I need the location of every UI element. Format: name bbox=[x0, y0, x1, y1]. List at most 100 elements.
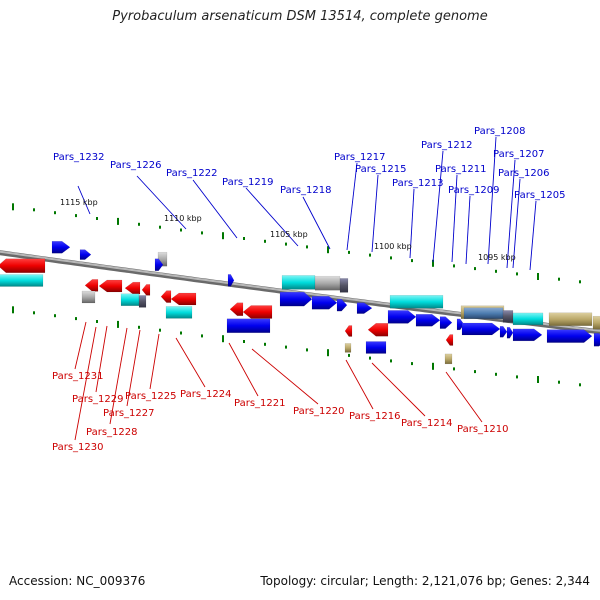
top-gene-label: Pars_1209 bbox=[448, 185, 499, 196]
top-gene-label: Pars_1217 bbox=[334, 152, 385, 163]
tick-mark bbox=[201, 334, 203, 338]
tick-mark bbox=[348, 353, 350, 357]
gene-feature bbox=[279, 291, 313, 307]
tick-mark bbox=[558, 380, 560, 384]
tick-mark bbox=[75, 214, 77, 218]
top-gene-label: Pars_1207 bbox=[493, 149, 544, 160]
gene-feature bbox=[98, 279, 123, 293]
gene-feature bbox=[120, 293, 140, 306]
tick-mark bbox=[12, 306, 14, 314]
map-title: Pyrobaculum arsenaticum DSM 13514, compl… bbox=[112, 9, 488, 24]
tick-mark bbox=[159, 225, 161, 229]
gene-feature bbox=[154, 258, 164, 271]
tick-mark bbox=[369, 253, 371, 257]
gene-feature bbox=[281, 275, 316, 290]
gene-feature bbox=[593, 333, 600, 347]
gene-feature bbox=[546, 329, 593, 343]
scale-label: 1110 kbp bbox=[164, 214, 202, 223]
features-layer bbox=[0, 240, 600, 365]
top-gene-label: Pars_1206 bbox=[498, 168, 549, 179]
gene-feature bbox=[592, 315, 600, 330]
gene-feature bbox=[389, 295, 444, 309]
tick-mark bbox=[306, 245, 308, 249]
label-leader-line bbox=[126, 329, 141, 407]
label-leader-line bbox=[465, 195, 471, 265]
bottom-gene-label: Pars_1210 bbox=[457, 424, 508, 435]
top-gene-label: Pars_1213 bbox=[392, 178, 443, 189]
gene-feature bbox=[365, 341, 387, 354]
label-leader-line bbox=[74, 321, 87, 370]
label-leader-line bbox=[175, 337, 206, 388]
gene-feature bbox=[311, 296, 338, 310]
bottom-gene-label: Pars_1221 bbox=[234, 398, 285, 409]
bottom-gene-label: Pars_1227 bbox=[103, 408, 154, 419]
tick-mark bbox=[516, 375, 518, 379]
gene-feature bbox=[0, 274, 44, 287]
gene-feature bbox=[165, 306, 193, 319]
label-leader-line bbox=[245, 187, 299, 247]
gene-feature bbox=[124, 281, 141, 295]
tick-mark bbox=[243, 340, 245, 343]
bottom-gene-label: Pars_1229 bbox=[72, 394, 123, 405]
tick-mark bbox=[516, 272, 518, 276]
scale-label: 1100 kbp bbox=[374, 242, 412, 251]
scale-labels: 1115 kbp 1110 kbp 1105 kbp 1100 kbp 1095 kbp bbox=[60, 198, 516, 262]
tick-mark bbox=[495, 372, 497, 376]
topology-text: Topology: circular; Length: 2,121,076 bp… bbox=[260, 574, 590, 588]
label-leader-line bbox=[228, 342, 259, 397]
gene-feature bbox=[160, 290, 172, 303]
bottom-gene-label: Pars_1216 bbox=[349, 411, 400, 422]
tick-mark bbox=[453, 367, 455, 371]
tick-mark bbox=[390, 256, 392, 260]
gene-feature bbox=[463, 307, 504, 320]
gene-feature bbox=[512, 328, 543, 342]
top-gene-label: Pars_1215 bbox=[355, 164, 406, 175]
tick-mark bbox=[54, 314, 56, 318]
label-leader-line bbox=[136, 175, 187, 230]
tick-mark bbox=[390, 359, 392, 363]
gene-feature bbox=[439, 316, 453, 329]
tick-mark bbox=[474, 370, 476, 374]
tick-mark bbox=[138, 325, 140, 329]
top-gene-label: Pars_1226 bbox=[110, 160, 161, 171]
label-leader-line bbox=[445, 371, 483, 423]
label-leader-line bbox=[77, 185, 91, 215]
tick-marks bbox=[12, 203, 581, 387]
tick-mark bbox=[33, 208, 35, 212]
tick-mark bbox=[369, 356, 371, 360]
tick-mark bbox=[558, 277, 560, 281]
gene-feature bbox=[84, 279, 99, 292]
tick-mark bbox=[180, 331, 182, 335]
gene-feature bbox=[170, 292, 197, 306]
gene-feature bbox=[512, 312, 544, 326]
label-leader-line bbox=[302, 196, 331, 250]
label-leader-line bbox=[149, 333, 160, 390]
tick-mark bbox=[159, 328, 161, 332]
tick-mark bbox=[264, 342, 266, 346]
tick-mark bbox=[138, 222, 140, 226]
gene-feature bbox=[356, 302, 373, 314]
gene-labels: Pars_1232 Pars_1226 Pars_1222 Pars_1219 Pars… bbox=[52, 126, 565, 453]
label-leader-line bbox=[109, 327, 128, 425]
gene-feature bbox=[387, 310, 417, 324]
top-gene-label: Pars_1232 bbox=[53, 152, 104, 163]
gene-feature bbox=[548, 312, 593, 326]
gene-feature bbox=[444, 353, 453, 365]
accession-text: Accession: NC_009376 bbox=[9, 574, 146, 588]
top-gene-label: Pars_1208 bbox=[474, 126, 525, 137]
tick-mark bbox=[54, 211, 56, 215]
tick-mark bbox=[432, 259, 434, 267]
gene-feature bbox=[138, 295, 147, 308]
label-leader-line bbox=[371, 362, 426, 417]
gene-feature bbox=[499, 326, 508, 338]
tick-mark bbox=[96, 320, 98, 323]
scale-label: 1115 kbp bbox=[60, 198, 98, 207]
gene-feature bbox=[461, 322, 501, 336]
gene-feature bbox=[367, 323, 389, 337]
gene-feature bbox=[79, 249, 92, 260]
tick-mark bbox=[96, 217, 98, 220]
label-leader-line bbox=[529, 200, 537, 271]
top-gene-label: Pars_1212 bbox=[421, 140, 472, 151]
tick-mark bbox=[180, 228, 182, 232]
